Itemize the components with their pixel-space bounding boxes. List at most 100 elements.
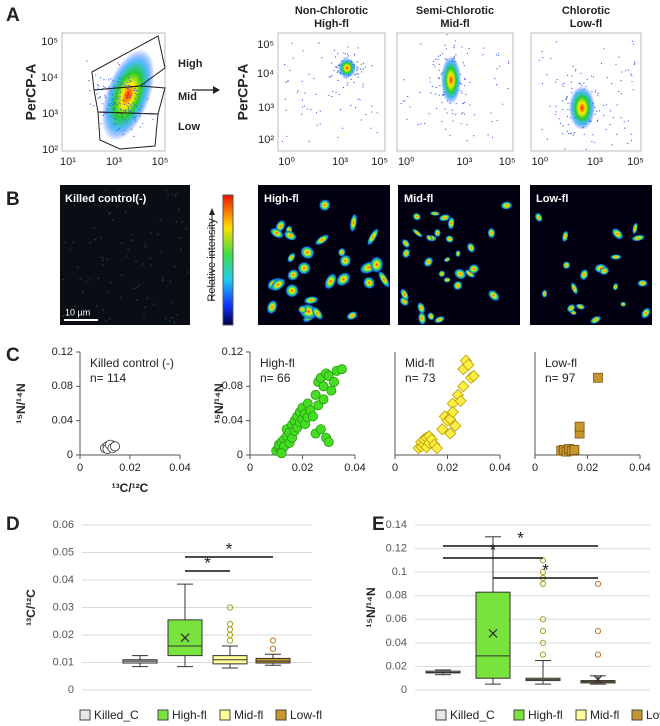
- event-dot: [631, 40, 633, 43]
- event-dot: [362, 83, 364, 85]
- speckle: [104, 189, 107, 192]
- event-dot: [350, 104, 352, 106]
- cell: [266, 299, 278, 315]
- micrograph: [530, 185, 652, 325]
- event-dot: [342, 86, 345, 89]
- legend-swatch: [219, 709, 231, 721]
- cell: [579, 268, 589, 281]
- event-dot: [357, 73, 359, 75]
- event-dot: [356, 73, 358, 75]
- circle-marker: [276, 448, 287, 459]
- event-dot: [360, 68, 362, 70]
- legend-swatch: [575, 709, 587, 721]
- cell: [349, 213, 358, 233]
- event-dot: [508, 62, 510, 64]
- speckle: [161, 279, 164, 282]
- cell: [637, 279, 648, 287]
- event-dot: [347, 46, 349, 48]
- cell: [453, 280, 463, 291]
- y-tick-label: 0.12: [52, 346, 73, 358]
- outlier: [539, 616, 547, 623]
- event-dot: [130, 104, 132, 106]
- event-dot: [559, 122, 561, 124]
- event-dot: [134, 116, 136, 119]
- cell: [369, 256, 384, 274]
- cell: [589, 315, 602, 325]
- event-dot: [128, 106, 130, 109]
- cell: [269, 227, 284, 239]
- event-dot: [109, 116, 111, 118]
- image-label: Mid-fl: [404, 193, 433, 205]
- cell: [346, 311, 358, 321]
- event-dot: [136, 105, 138, 107]
- event-dot: [142, 122, 144, 124]
- event-dot: [125, 84, 128, 86]
- cell: [566, 303, 576, 313]
- event-dot: [120, 109, 122, 111]
- event-dot: [632, 89, 634, 91]
- legend-label: High-fl: [172, 708, 207, 722]
- event-dot: [341, 127, 344, 129]
- circle-marker: [328, 377, 339, 388]
- event-dot: [333, 69, 335, 72]
- speckle: [169, 280, 172, 283]
- event-dot: [134, 92, 136, 95]
- event-dot: [453, 47, 455, 49]
- event-dot: [285, 109, 287, 111]
- speckle: [187, 271, 189, 273]
- event-dot: [586, 78, 588, 80]
- cell: [468, 263, 480, 275]
- event-dot: [594, 91, 596, 93]
- event-dot: [133, 88, 136, 90]
- event-dot: [595, 89, 597, 91]
- cell: [631, 234, 646, 242]
- event-dot: [96, 93, 98, 95]
- speckle: [94, 203, 96, 206]
- y-axis-label: PerCP-A: [23, 64, 39, 121]
- event-dot: [98, 85, 100, 87]
- event-dot: [135, 90, 137, 92]
- cell: [447, 216, 455, 230]
- event-dot: [632, 43, 634, 45]
- outlier: [226, 637, 234, 644]
- event-dot: [129, 110, 131, 112]
- y-tick-label: 0.02: [53, 629, 74, 641]
- event-dot: [146, 98, 149, 100]
- event-dot: [497, 52, 499, 54]
- cell: [433, 228, 441, 238]
- event-dot: [116, 96, 118, 98]
- annotation: n= 73: [405, 371, 436, 385]
- event-dot: [105, 96, 107, 99]
- x-tick-label: 0.04: [629, 462, 650, 474]
- event-dot: [357, 76, 359, 78]
- event-dot: [437, 58, 439, 60]
- y-tick-label: 0: [67, 449, 73, 461]
- speckle: [130, 239, 133, 242]
- cell: [455, 250, 461, 258]
- event-dot: [496, 119, 498, 122]
- event-dot: [542, 57, 544, 59]
- event-dot: [596, 119, 599, 121]
- speckle: [137, 196, 140, 198]
- event-dot: [104, 95, 106, 97]
- event-dot: [463, 101, 466, 104]
- event-dot: [451, 109, 453, 111]
- event-dot: [592, 134, 594, 136]
- mean-marker: [488, 628, 498, 638]
- event-dot: [117, 62, 119, 64]
- event-dot: [133, 90, 136, 92]
- speckle: [63, 241, 66, 244]
- legend-label: Low-fl: [646, 708, 660, 722]
- event-dot: [452, 113, 454, 115]
- event-dot: [561, 100, 563, 102]
- event-dot: [133, 118, 135, 120]
- y-tick-label: 0.06: [53, 519, 74, 531]
- event-dot: [141, 106, 143, 108]
- speckle: [136, 286, 139, 289]
- cell: [434, 315, 446, 324]
- event-dot: [455, 103, 457, 105]
- event-dot: [136, 112, 138, 114]
- event-dot: [115, 123, 117, 125]
